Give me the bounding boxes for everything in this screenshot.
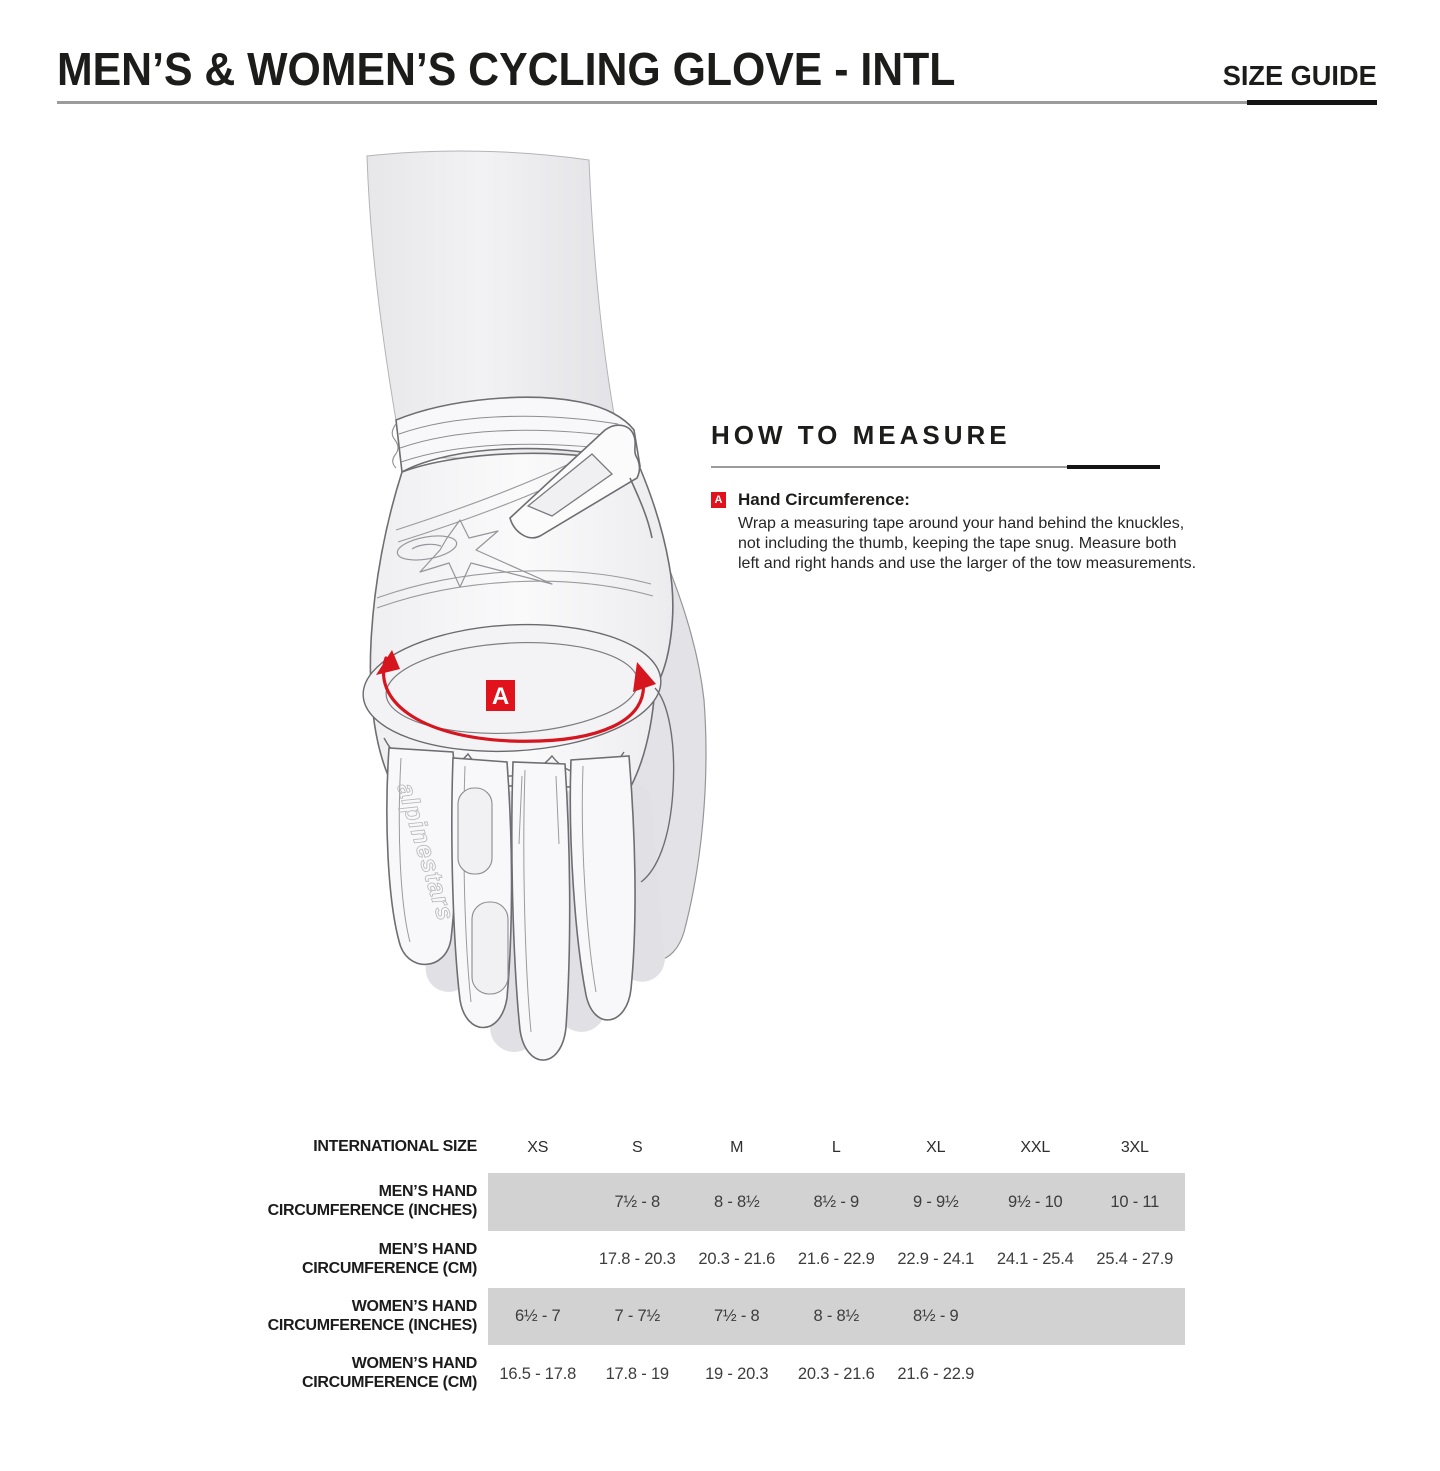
table-cell: 7½ - 8 [687, 1288, 787, 1345]
table-cell: 21.6 - 22.9 [897, 1364, 975, 1383]
row-label-line: WOMEN’S HAND [351, 1355, 478, 1373]
measure-arrow-right [633, 662, 656, 692]
row-label-line: CIRCUMFERENCE (CM) [301, 1259, 477, 1277]
table-cell: 22.9 - 24.1 [897, 1250, 975, 1268]
glove-illustration: alpinestars A [300, 140, 720, 1100]
table-cell: 9½ - 10 [985, 1173, 1085, 1231]
table-cell: 17.8 - 19 [605, 1364, 670, 1383]
table-cell: 8 - 8½ [687, 1173, 787, 1231]
table-cell [488, 1173, 588, 1231]
table-cell [488, 1231, 588, 1288]
instruction-line: not including the thumb, keeping the tap… [738, 535, 1177, 553]
size-table: INTERNATIONAL SIZE XS S M L XL XXL 3XL M… [250, 1122, 1185, 1403]
row-label-line: CIRCUMFERENCE (INCHES) [267, 1202, 478, 1219]
table-cell: 25.4 - 27.9 [1096, 1250, 1174, 1268]
instruction-line: left and right hands and use the larger … [738, 555, 1197, 573]
forearm [366, 150, 623, 459]
marker-a-badge: A [711, 492, 726, 508]
size-column-l: L [831, 1138, 841, 1156]
row-label-womens-cm: WOMEN’S HAND CIRCUMFERENCE (CM) [250, 1345, 488, 1403]
table-cell: 10 - 11 [1085, 1173, 1185, 1231]
size-column-s: S [632, 1138, 643, 1156]
measure-instruction: A Hand Circumference: Wrap a measuring t… [711, 490, 1196, 574]
table-header-label-text: INTERNATIONAL SIZE [313, 1138, 477, 1156]
table-cell: 8½ - 9 [786, 1173, 886, 1231]
table-cell: 16.5 - 17.8 [499, 1364, 577, 1383]
table-header-label: INTERNATIONAL SIZE [250, 1122, 488, 1173]
table-cell: 9 - 9½ [886, 1173, 986, 1231]
row-label-mens-inches: MEN’S HAND CIRCUMFERENCE (INCHES) [250, 1173, 488, 1231]
table-cell: 19 - 20.3 [705, 1364, 769, 1383]
instruction-text-block: Hand Circumference: Wrap a measuring tap… [738, 490, 1196, 574]
row-label-line: CIRCUMFERENCE (CM) [301, 1374, 477, 1391]
glove-fingers [386, 747, 636, 1061]
measure-marker-letter: A [492, 683, 509, 710]
table-cell: 20.3 - 21.6 [698, 1250, 776, 1268]
row-label-line: WOMEN’S HAND [351, 1297, 478, 1315]
finger-seams [398, 757, 597, 1033]
divider-gray-segment [711, 466, 1067, 468]
how-to-measure-heading: HOW TO MEASURE [711, 420, 1011, 450]
row-label-line: MEN’S HAND [378, 1240, 478, 1258]
table-cell: 20.3 - 21.6 [797, 1364, 875, 1383]
divider-black-segment [1067, 465, 1160, 469]
measure-arrow-left [376, 650, 400, 675]
table-cell [986, 1345, 1086, 1403]
thumb-edge-seam [640, 687, 675, 883]
how-to-measure-section: HOW TO MEASURE A Hand Circumference: Wra… [711, 420, 1196, 574]
measure-arc [381, 656, 646, 743]
instruction-label: Hand Circumference: [738, 490, 910, 509]
table-cell: 8½ - 9 [886, 1288, 986, 1345]
row-label-line: CIRCUMFERENCE (INCHES) [267, 1316, 478, 1334]
size-column-xxl: XXL [1020, 1138, 1051, 1156]
glove-svg: alpinestars A [362, 150, 707, 1061]
header-divider-accent [1247, 100, 1377, 105]
cuff-strap [509, 424, 653, 539]
table-cell [1085, 1345, 1185, 1403]
instruction-body: Wrap a measuring tape around your hand b… [738, 514, 1196, 574]
table-cell: 6½ - 7 [488, 1288, 588, 1345]
star-logo [396, 519, 553, 588]
row-label-womens-inches: WOMEN’S HAND CIRCUMFERENCE (INCHES) [250, 1288, 488, 1345]
table-cell: 21.6 - 22.9 [797, 1250, 875, 1268]
size-column-xl: XL [926, 1138, 946, 1156]
size-guide-label: SIZE GUIDE [1223, 60, 1377, 91]
instruction-line: Wrap a measuring tape around your hand b… [738, 515, 1185, 533]
table-cell [985, 1288, 1085, 1345]
page-title: MEN’S & WOMEN’S CYCLING GLOVE - INTL [57, 43, 956, 95]
table-cell: 7½ - 8 [587, 1173, 687, 1231]
size-column-xs: XS [527, 1138, 549, 1156]
how-to-measure-divider [711, 465, 1171, 470]
table-cell: 24.1 - 25.4 [996, 1250, 1074, 1268]
size-column-3xl: 3XL [1120, 1138, 1149, 1156]
size-column-m: M [730, 1138, 744, 1156]
finger-pads [457, 787, 509, 995]
table-cell: 8 - 8½ [786, 1288, 886, 1345]
row-label-mens-cm: MEN’S HAND CIRCUMFERENCE (CM) [250, 1231, 488, 1288]
header-divider [57, 101, 1247, 104]
table-cell [1085, 1288, 1185, 1345]
measure-marker: A [486, 680, 515, 711]
table-cell: 7 - 7½ [587, 1288, 687, 1345]
table-cell: 17.8 - 20.3 [598, 1250, 676, 1268]
row-label-line: MEN’S HAND [378, 1183, 478, 1201]
